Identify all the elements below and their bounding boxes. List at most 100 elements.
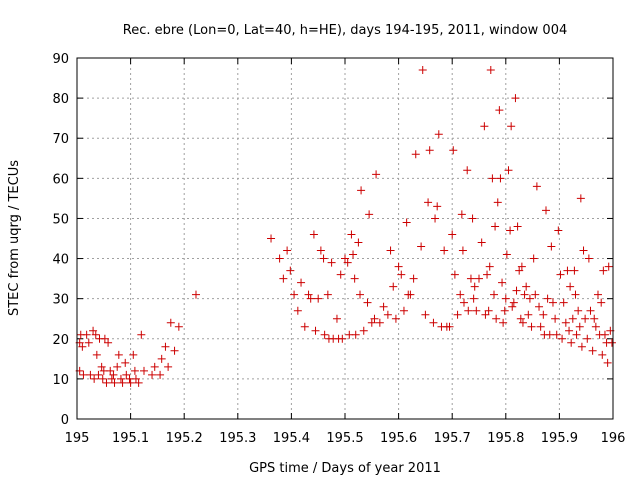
- data-point: [106, 366, 115, 375]
- data-point: [483, 270, 492, 279]
- data-point: [433, 202, 442, 211]
- data-point: [475, 274, 483, 283]
- data-point: [604, 262, 613, 271]
- data-point: [386, 246, 395, 255]
- data-point: [551, 314, 560, 323]
- data-point: [140, 366, 148, 375]
- data-point: [341, 254, 349, 263]
- data-point: [370, 314, 379, 323]
- data-point: [148, 370, 157, 379]
- data-point: [425, 146, 434, 155]
- data-point: [283, 246, 292, 255]
- y-tick-label: 30: [52, 293, 69, 308]
- x-tick-label: 195.8: [487, 431, 524, 446]
- data-point: [600, 330, 609, 339]
- data-point: [559, 298, 568, 307]
- data-point: [554, 226, 563, 235]
- data-point: [535, 302, 544, 311]
- data-point: [472, 306, 481, 315]
- data-point: [429, 318, 438, 327]
- data-point: [116, 374, 125, 383]
- data-point: [417, 242, 426, 251]
- data-point: [522, 282, 531, 291]
- x-tick-label: 195.4: [273, 431, 310, 446]
- data-point: [332, 314, 341, 323]
- data-point: [300, 322, 309, 331]
- data-point: [599, 266, 608, 275]
- data-point: [466, 274, 475, 283]
- data-point: [174, 322, 183, 331]
- data-point: [84, 338, 93, 347]
- x-tick-label: 195.5: [326, 431, 363, 446]
- data-point: [448, 230, 457, 239]
- data-point: [458, 246, 467, 255]
- data-point: [279, 274, 288, 283]
- data-point: [109, 370, 118, 379]
- data-point: [517, 262, 526, 271]
- data-point: [480, 122, 489, 131]
- data-point: [102, 378, 111, 387]
- y-tick-label: 50: [52, 212, 69, 227]
- data-point: [137, 330, 146, 339]
- data-point: [122, 370, 131, 379]
- y-tick-label: 70: [52, 132, 69, 147]
- data-point: [579, 246, 588, 255]
- data-point: [520, 290, 529, 299]
- data-point: [309, 230, 318, 239]
- data-point: [584, 254, 593, 263]
- data-point: [492, 314, 501, 323]
- data-point: [389, 282, 398, 291]
- data-point: [547, 242, 556, 251]
- data-point: [576, 194, 585, 203]
- data-point: [290, 290, 299, 299]
- data-point: [104, 338, 113, 347]
- data-point: [134, 378, 143, 387]
- data-point: [78, 342, 87, 351]
- data-point: [100, 334, 109, 343]
- data-point: [402, 218, 411, 227]
- data-point: [319, 254, 328, 263]
- data-point: [82, 330, 91, 339]
- data-point: [267, 234, 276, 243]
- data-point: [484, 306, 493, 315]
- data-point: [524, 310, 533, 319]
- data-point: [314, 294, 323, 303]
- data-point: [383, 310, 392, 319]
- y-axis-label: STEC from uqrg / TECUs: [7, 160, 22, 316]
- data-point: [375, 318, 384, 327]
- data-point: [379, 302, 388, 311]
- data-point: [457, 210, 466, 219]
- data-point: [558, 334, 567, 343]
- x-tick-label: 195: [65, 431, 90, 446]
- data-point: [440, 246, 449, 255]
- data-point: [356, 290, 365, 299]
- data-points: [75, 66, 616, 387]
- data-point: [399, 306, 408, 315]
- y-tick-label: 0: [61, 413, 69, 428]
- data-point: [336, 270, 345, 279]
- data-point: [588, 346, 597, 355]
- data-point: [450, 270, 459, 279]
- data-point: [561, 318, 570, 327]
- data-point: [316, 246, 325, 255]
- data-point: [306, 294, 315, 303]
- data-point: [89, 326, 98, 335]
- data-point: [501, 294, 510, 303]
- data-point: [566, 282, 575, 291]
- data-point: [406, 290, 415, 299]
- data-point: [121, 358, 130, 367]
- data-point: [516, 314, 525, 323]
- data-point: [493, 198, 502, 207]
- data-point: [343, 258, 352, 267]
- y-tick-labels: 0 10 20 30 40 50 60 70 80 90: [52, 52, 69, 428]
- data-point: [490, 290, 499, 299]
- data-point: [372, 170, 381, 179]
- x-tick-label: 195.7: [434, 431, 471, 446]
- data-point: [86, 370, 95, 379]
- data-point: [311, 326, 320, 335]
- data-point: [351, 330, 360, 339]
- data-point: [275, 254, 284, 263]
- data-point: [570, 266, 579, 275]
- data-point: [110, 378, 119, 387]
- data-point: [500, 306, 509, 315]
